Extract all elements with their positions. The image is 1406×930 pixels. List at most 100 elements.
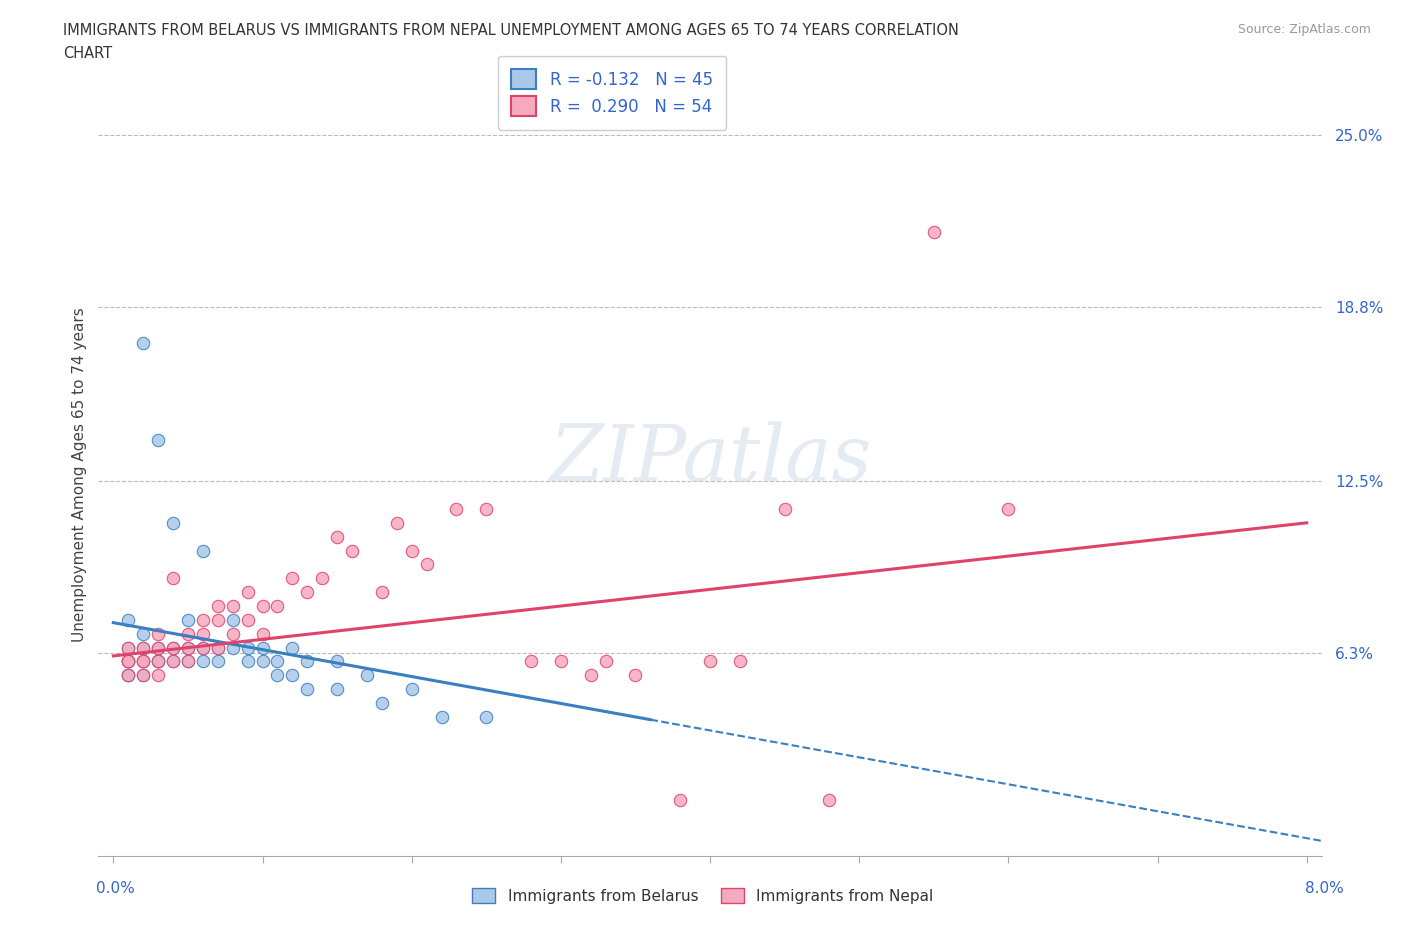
- Point: [340, 543, 363, 558]
- Point: [162, 571, 184, 586]
- Point: [520, 654, 543, 669]
- Text: 0.0%: 0.0%: [96, 881, 135, 896]
- Point: [132, 668, 155, 683]
- Point: [191, 640, 214, 655]
- Point: [177, 654, 200, 669]
- Point: [311, 571, 333, 586]
- Point: [221, 599, 243, 614]
- Point: [475, 501, 498, 516]
- Point: [162, 640, 184, 655]
- Point: [132, 626, 155, 641]
- Point: [191, 654, 214, 669]
- Point: [177, 640, 200, 655]
- Point: [162, 640, 184, 655]
- Point: [266, 654, 288, 669]
- Point: [117, 668, 139, 683]
- Text: 8.0%: 8.0%: [1305, 881, 1344, 896]
- Point: [132, 335, 155, 350]
- Point: [252, 626, 274, 641]
- Point: [132, 654, 155, 669]
- Point: [430, 710, 453, 724]
- Point: [177, 640, 200, 655]
- Point: [922, 224, 945, 239]
- Point: [146, 640, 169, 655]
- Point: [117, 640, 139, 655]
- Point: [117, 654, 139, 669]
- Point: [207, 613, 229, 628]
- Point: [326, 654, 349, 669]
- Point: [117, 668, 139, 683]
- Point: [117, 640, 139, 655]
- Point: [595, 654, 617, 669]
- Point: [221, 613, 243, 628]
- Text: IMMIGRANTS FROM BELARUS VS IMMIGRANTS FROM NEPAL UNEMPLOYMENT AMONG AGES 65 TO 7: IMMIGRANTS FROM BELARUS VS IMMIGRANTS FR…: [63, 23, 959, 38]
- Point: [624, 668, 647, 683]
- Point: [297, 654, 319, 669]
- Point: [475, 710, 498, 724]
- Point: [191, 543, 214, 558]
- Point: [579, 668, 602, 683]
- Point: [371, 585, 394, 600]
- Point: [146, 432, 169, 447]
- Point: [191, 613, 214, 628]
- Point: [236, 585, 259, 600]
- Text: ZIPatlas: ZIPatlas: [548, 421, 872, 498]
- Point: [146, 654, 169, 669]
- Point: [401, 543, 423, 558]
- Point: [177, 626, 200, 641]
- Y-axis label: Unemployment Among Ages 65 to 74 years: Unemployment Among Ages 65 to 74 years: [72, 307, 87, 642]
- Point: [132, 640, 155, 655]
- Point: [252, 654, 274, 669]
- Point: [132, 668, 155, 683]
- Point: [207, 654, 229, 669]
- Point: [132, 640, 155, 655]
- Point: [117, 668, 139, 683]
- Point: [117, 613, 139, 628]
- Point: [236, 654, 259, 669]
- Point: [385, 515, 408, 530]
- Point: [207, 640, 229, 655]
- Point: [699, 654, 721, 669]
- Point: [550, 654, 572, 669]
- Point: [162, 654, 184, 669]
- Point: [132, 654, 155, 669]
- Point: [415, 557, 437, 572]
- Point: [117, 654, 139, 669]
- Point: [177, 654, 200, 669]
- Point: [207, 599, 229, 614]
- Text: Source: ZipAtlas.com: Source: ZipAtlas.com: [1237, 23, 1371, 36]
- Point: [252, 599, 274, 614]
- Point: [146, 668, 169, 683]
- Point: [326, 529, 349, 544]
- Point: [669, 792, 692, 807]
- Point: [117, 654, 139, 669]
- Point: [191, 640, 214, 655]
- Point: [266, 668, 288, 683]
- Legend: R = -0.132   N = 45, R =  0.290   N = 54: R = -0.132 N = 45, R = 0.290 N = 54: [498, 56, 727, 129]
- Point: [281, 571, 304, 586]
- Point: [356, 668, 378, 683]
- Point: [446, 501, 468, 516]
- Point: [221, 626, 243, 641]
- Point: [236, 613, 259, 628]
- Point: [281, 668, 304, 683]
- Point: [117, 654, 139, 669]
- Point: [221, 640, 243, 655]
- Point: [281, 640, 304, 655]
- Point: [371, 696, 394, 711]
- Point: [146, 626, 169, 641]
- Point: [132, 654, 155, 669]
- Point: [773, 501, 796, 516]
- Point: [146, 654, 169, 669]
- Point: [236, 640, 259, 655]
- Point: [266, 599, 288, 614]
- Point: [997, 501, 1019, 516]
- Legend: Immigrants from Belarus, Immigrants from Nepal: Immigrants from Belarus, Immigrants from…: [465, 880, 941, 911]
- Point: [146, 640, 169, 655]
- Point: [146, 654, 169, 669]
- Point: [177, 613, 200, 628]
- Point: [297, 585, 319, 600]
- Point: [252, 640, 274, 655]
- Point: [818, 792, 841, 807]
- Point: [207, 640, 229, 655]
